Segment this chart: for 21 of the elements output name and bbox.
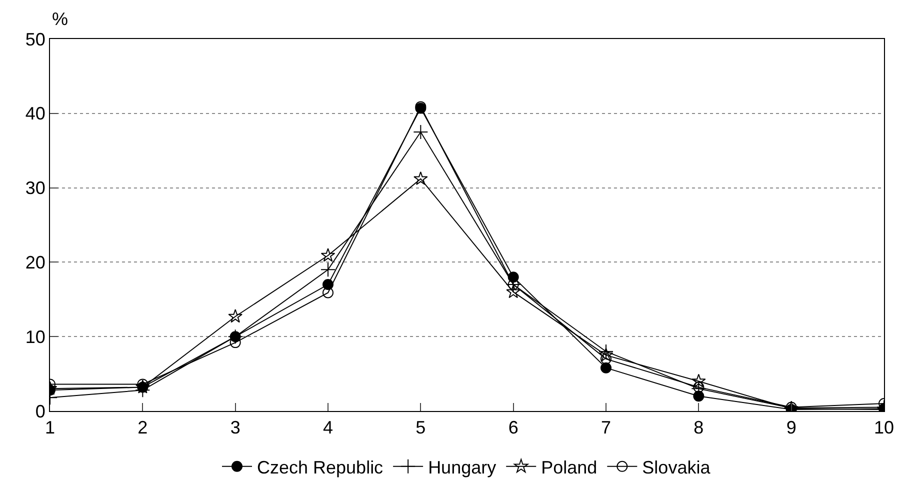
legend-label: Poland [541, 457, 598, 478]
x-tick-label: 1 [44, 418, 56, 438]
y-tick-label: 30 [25, 178, 46, 198]
y-tick-label: 10 [25, 326, 46, 347]
x-tick-label: 8 [694, 418, 704, 438]
y-tick-label: 40 [25, 104, 46, 124]
x-tick-label: 5 [416, 418, 426, 438]
legend-label: Hungary [428, 457, 496, 478]
legend-label: Slovakia [642, 457, 712, 478]
x-tick-label: 3 [230, 418, 240, 438]
x-tick-label: 6 [508, 418, 518, 438]
x-tick-label: 4 [322, 418, 334, 438]
y-axis-title: % [52, 9, 68, 29]
y-tick-label: 0 [35, 401, 46, 422]
x-tick-label: 2 [138, 418, 148, 438]
x-tick-label: 10 [874, 418, 894, 438]
x-tick-label: 7 [600, 418, 612, 438]
y-tick-label: 20 [25, 252, 46, 272]
x-tick-label: 9 [786, 418, 796, 438]
y-tick-label: 50 [25, 29, 46, 50]
legend-label: Czech Republic [257, 457, 384, 478]
